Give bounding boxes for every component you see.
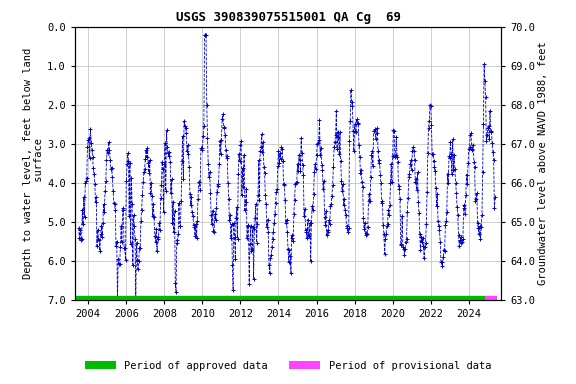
Legend: Period of approved data, Period of provisional data: Period of approved data, Period of provi… (81, 357, 495, 375)
Title: USGS 390839075515001 QA Cg  69: USGS 390839075515001 QA Cg 69 (176, 11, 400, 24)
Y-axis label: Depth to water level, feet below land
 surface: Depth to water level, feet below land su… (22, 48, 44, 279)
Y-axis label: Groundwater level above NAVD 1988, feet: Groundwater level above NAVD 1988, feet (538, 41, 548, 285)
